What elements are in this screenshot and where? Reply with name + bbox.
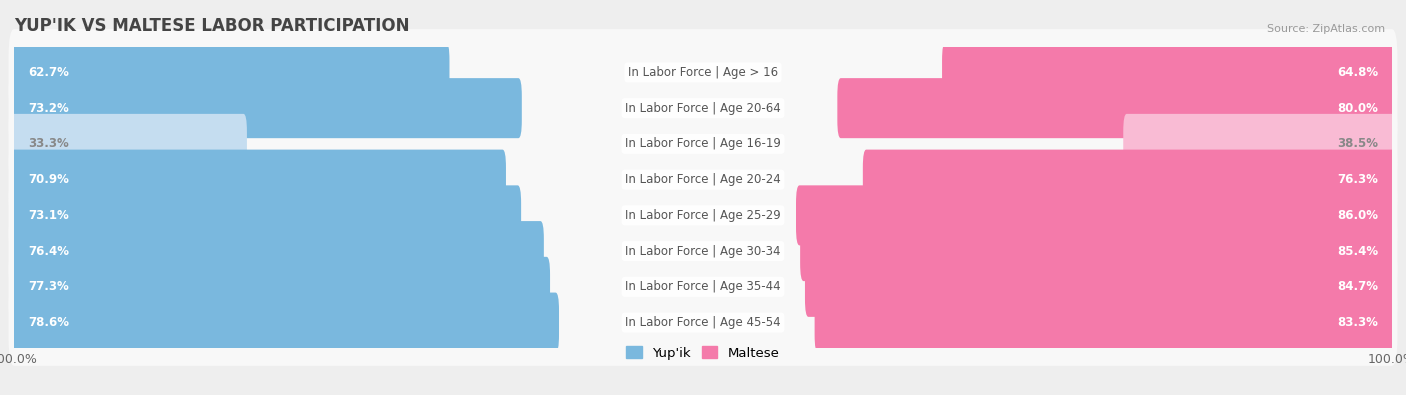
FancyBboxPatch shape [11,78,522,138]
FancyBboxPatch shape [11,114,247,174]
FancyBboxPatch shape [863,150,1395,210]
Text: Source: ZipAtlas.com: Source: ZipAtlas.com [1267,24,1385,34]
FancyBboxPatch shape [942,42,1395,102]
FancyBboxPatch shape [8,29,1398,116]
Legend: Yup'ik, Maltese: Yup'ik, Maltese [621,341,785,365]
FancyBboxPatch shape [806,257,1395,317]
FancyBboxPatch shape [8,172,1398,259]
Text: 77.3%: 77.3% [28,280,69,293]
FancyBboxPatch shape [11,221,544,281]
Text: In Labor Force | Age > 16: In Labor Force | Age > 16 [628,66,778,79]
FancyBboxPatch shape [8,279,1398,366]
Text: 80.0%: 80.0% [1337,102,1378,115]
FancyBboxPatch shape [8,208,1398,294]
FancyBboxPatch shape [11,42,450,102]
Text: In Labor Force | Age 25-29: In Labor Force | Age 25-29 [626,209,780,222]
FancyBboxPatch shape [838,78,1395,138]
Text: In Labor Force | Age 16-19: In Labor Force | Age 16-19 [626,137,780,150]
Text: 33.3%: 33.3% [28,137,69,150]
Text: 86.0%: 86.0% [1337,209,1378,222]
FancyBboxPatch shape [8,65,1398,151]
FancyBboxPatch shape [11,293,560,353]
Text: 62.7%: 62.7% [28,66,69,79]
FancyBboxPatch shape [11,185,522,245]
FancyBboxPatch shape [11,150,506,210]
Text: 73.1%: 73.1% [28,209,69,222]
Text: 85.4%: 85.4% [1337,245,1378,258]
Text: 83.3%: 83.3% [1337,316,1378,329]
FancyBboxPatch shape [814,293,1395,353]
FancyBboxPatch shape [8,136,1398,223]
FancyBboxPatch shape [8,101,1398,187]
FancyBboxPatch shape [1123,114,1395,174]
Text: In Labor Force | Age 20-24: In Labor Force | Age 20-24 [626,173,780,186]
Text: 84.7%: 84.7% [1337,280,1378,293]
Text: 38.5%: 38.5% [1337,137,1378,150]
Text: 78.6%: 78.6% [28,316,69,329]
Text: 70.9%: 70.9% [28,173,69,186]
FancyBboxPatch shape [11,257,550,317]
Text: In Labor Force | Age 45-54: In Labor Force | Age 45-54 [626,316,780,329]
FancyBboxPatch shape [8,244,1398,330]
Text: In Labor Force | Age 30-34: In Labor Force | Age 30-34 [626,245,780,258]
Text: 64.8%: 64.8% [1337,66,1378,79]
Text: 76.3%: 76.3% [1337,173,1378,186]
Text: In Labor Force | Age 35-44: In Labor Force | Age 35-44 [626,280,780,293]
Text: YUP'IK VS MALTESE LABOR PARTICIPATION: YUP'IK VS MALTESE LABOR PARTICIPATION [14,17,409,36]
Text: In Labor Force | Age 20-64: In Labor Force | Age 20-64 [626,102,780,115]
Text: 73.2%: 73.2% [28,102,69,115]
FancyBboxPatch shape [796,185,1395,245]
Text: 76.4%: 76.4% [28,245,69,258]
FancyBboxPatch shape [800,221,1395,281]
